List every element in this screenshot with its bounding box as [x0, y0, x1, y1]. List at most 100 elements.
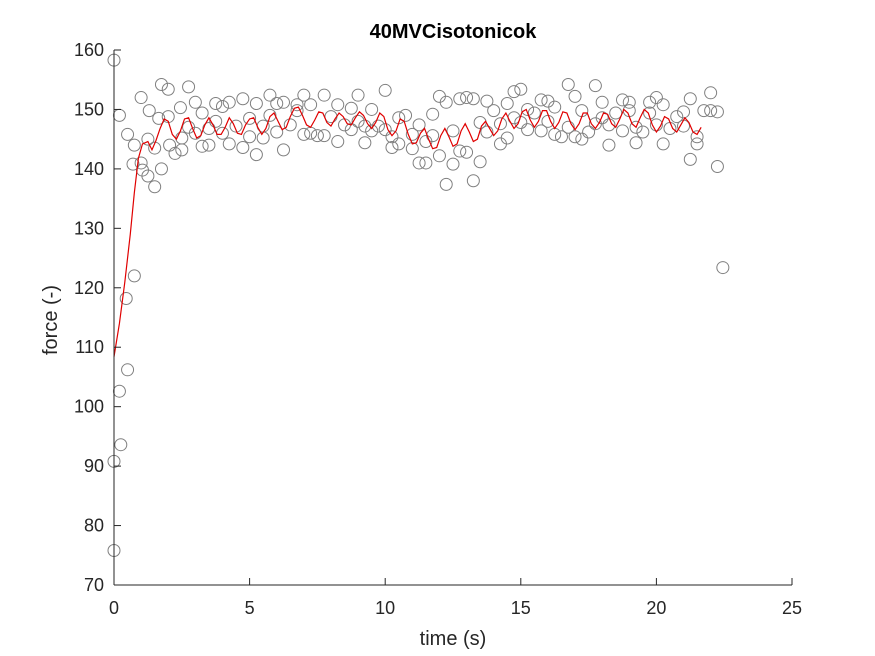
data-point — [317, 88, 331, 102]
data-point — [439, 177, 453, 191]
data-point — [297, 88, 311, 102]
data-point — [521, 102, 535, 116]
data-point — [263, 88, 277, 102]
data-point — [480, 94, 494, 108]
data-point — [704, 104, 718, 118]
data-point — [460, 145, 474, 159]
y-tick-label: 150 — [74, 99, 104, 119]
y-tick-label: 140 — [74, 159, 104, 179]
data-point — [466, 174, 480, 188]
data-point — [283, 118, 297, 132]
x-tick-label: 0 — [109, 598, 119, 618]
scatter-markers — [107, 53, 730, 558]
data-point — [399, 108, 413, 122]
data-point — [670, 110, 684, 124]
data-point — [119, 291, 133, 305]
data-point — [270, 97, 284, 110]
data-point — [126, 157, 140, 171]
data-point — [297, 127, 311, 141]
data-point — [643, 95, 657, 109]
data-point — [378, 123, 392, 137]
data-point — [310, 129, 324, 143]
data-point — [405, 127, 419, 141]
data-point — [236, 92, 250, 106]
data-point — [344, 101, 358, 115]
data-point — [595, 95, 609, 109]
data-point — [521, 123, 535, 137]
data-point — [182, 80, 196, 94]
data-point — [656, 98, 670, 112]
data-point — [690, 137, 704, 151]
data-point — [202, 138, 216, 152]
data-point — [392, 137, 406, 151]
data-point — [616, 124, 629, 138]
data-point — [290, 98, 304, 112]
y-tick-label: 100 — [74, 397, 104, 417]
data-point — [683, 152, 697, 166]
data-point — [487, 104, 501, 118]
data-point — [351, 88, 365, 102]
data-point — [582, 125, 596, 139]
data-point — [643, 106, 657, 120]
data-point — [561, 120, 575, 134]
y-tick-label: 90 — [84, 456, 104, 476]
data-point — [173, 101, 187, 115]
data-point — [575, 132, 589, 146]
data-point — [277, 95, 290, 109]
fit-line — [113, 106, 702, 357]
data-point — [141, 169, 155, 183]
data-point — [351, 114, 365, 128]
data-point — [243, 111, 257, 125]
y-tick-label: 120 — [74, 278, 104, 298]
data-point — [152, 111, 166, 125]
data-point — [453, 144, 467, 158]
data-point — [263, 108, 277, 122]
data-point — [554, 130, 568, 144]
data-point — [249, 97, 263, 110]
data-point — [595, 111, 609, 125]
data-point — [142, 104, 156, 118]
x-tick-label: 15 — [511, 598, 531, 618]
data-point — [121, 363, 135, 377]
data-point — [716, 261, 730, 275]
data-point — [453, 92, 467, 106]
data-point — [222, 137, 236, 151]
data-point — [568, 89, 582, 103]
data-point — [507, 85, 521, 99]
data-point — [195, 139, 209, 153]
data-point — [154, 77, 168, 91]
data-point — [602, 118, 616, 132]
data-point — [710, 105, 724, 119]
x-axis-label: time (s) — [420, 628, 487, 650]
data-point — [290, 104, 304, 118]
data-point — [636, 125, 650, 139]
data-point — [236, 140, 250, 154]
data-point — [371, 119, 385, 133]
data-point — [602, 138, 616, 152]
x-tick-label: 25 — [782, 598, 802, 618]
data-point — [704, 86, 718, 100]
data-point — [277, 143, 290, 157]
data-point — [168, 146, 182, 160]
data-point — [365, 102, 379, 116]
data-point — [500, 97, 514, 110]
data-point — [466, 92, 480, 106]
y-tick-label: 80 — [84, 516, 104, 536]
data-point — [710, 160, 724, 174]
data-point — [331, 98, 345, 112]
data-point — [365, 124, 379, 138]
y-axis-label: force (-) — [40, 285, 62, 355]
data-point — [134, 91, 148, 105]
data-point — [215, 99, 229, 113]
data-point — [677, 105, 691, 119]
data-point — [588, 79, 602, 93]
data-point — [127, 138, 141, 152]
data-point — [243, 130, 257, 144]
data-point — [134, 156, 148, 170]
data-point — [534, 124, 548, 138]
data-point — [439, 95, 453, 109]
chart-title: 40MVCisotonicok — [370, 21, 538, 43]
x-axis-ticks: 0 5 10 15 20 25 — [109, 578, 802, 618]
data-point — [358, 119, 372, 133]
data-point — [358, 136, 372, 150]
